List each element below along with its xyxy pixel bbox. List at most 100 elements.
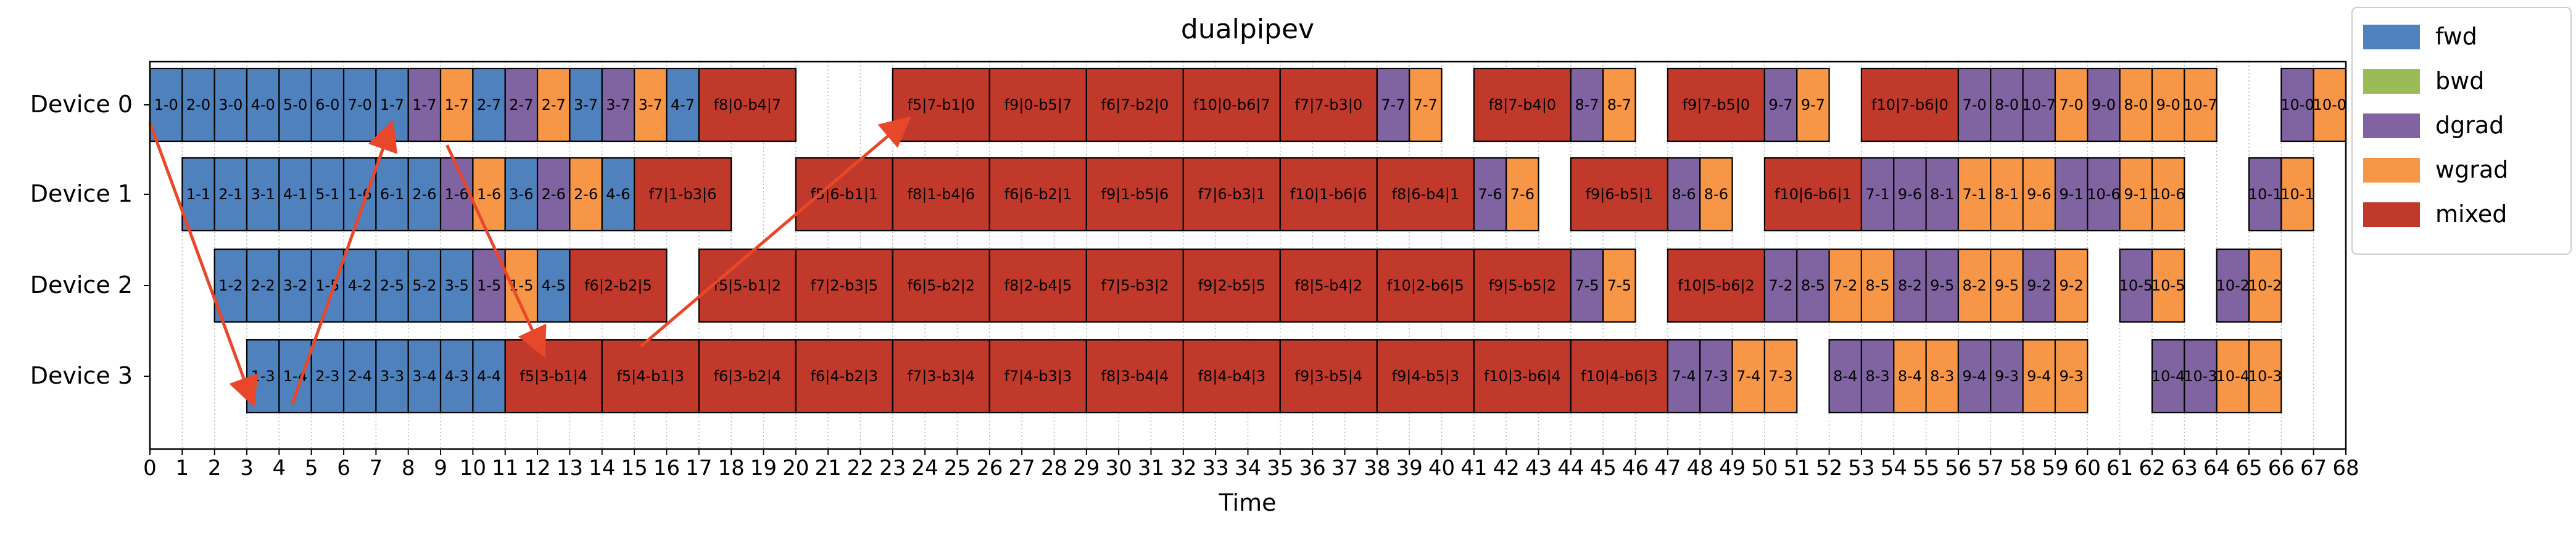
task-label-d2-7: 3-5	[445, 277, 469, 294]
task-label-d1-37: 10-6	[2151, 186, 2185, 203]
task-label-d2-28: 8-2	[1898, 277, 1922, 294]
task-bar-d2-16	[1085, 248, 1184, 323]
x-tick-label-7: 7	[370, 456, 383, 480]
task-bar-d3-30	[2022, 339, 2056, 414]
x-tick-label-41: 41	[1460, 456, 1487, 480]
task-label-d1-34: 9-1	[2060, 186, 2084, 203]
task-bar-d3-15	[1182, 339, 1281, 414]
x-tick-label-9: 9	[434, 456, 447, 480]
dependency-arrow-3	[639, 116, 911, 348]
task-label-d3-0: 1-3	[251, 368, 275, 385]
task-label-d0-11: 2-7	[509, 96, 533, 113]
task-bar-d0-9	[439, 67, 474, 142]
x-tick-label-52: 52	[1816, 456, 1842, 480]
task-bar-d0-33	[1990, 67, 2024, 142]
x-tick-label-60: 60	[2074, 456, 2101, 480]
task-label-d3-3: 2-4	[348, 368, 372, 385]
task-label-d3-35: 10-3	[2248, 368, 2282, 385]
task-label-d3-28: 9-4	[1963, 368, 1987, 385]
task-label-d2-30: 8-2	[1963, 277, 1987, 294]
x-tick-label-22: 22	[847, 456, 874, 480]
x-tick-label-47: 47	[1654, 456, 1681, 480]
task-bar-d2-7	[439, 248, 474, 323]
x-tick-label-43: 43	[1525, 456, 1552, 480]
task-bar-d2-4	[342, 248, 377, 323]
task-bar-d3-28	[1957, 339, 1992, 414]
task-label-d2-29: 9-5	[1930, 277, 1954, 294]
task-bar-d2-14	[892, 248, 990, 323]
x-tick-label-5: 5	[305, 456, 318, 480]
task-bar-d1-21	[1376, 157, 1475, 232]
legend-label-dgrad: dgrad	[2435, 112, 2504, 139]
x-tick-label-46: 46	[1622, 456, 1649, 480]
x-tick-label-56: 56	[1945, 456, 1971, 480]
task-label-d3-25: 8-3	[1865, 368, 1889, 385]
x-tick-label-30: 30	[1106, 456, 1132, 480]
task-bar-d0-28	[1667, 67, 1766, 142]
task-label-d1-29: 9-6	[1898, 186, 1922, 203]
task-bar-d3-22	[1731, 339, 1766, 414]
task-label-d0-15: 3-7	[639, 96, 663, 113]
task-bar-d1-28	[1860, 157, 1895, 232]
task-bar-d0-36	[2087, 67, 2121, 142]
x-tick-label-45: 45	[1590, 456, 1617, 480]
task-label-d0-19: f9|0-b5|7	[1004, 96, 1072, 113]
task-label-d0-1: 2-0	[186, 96, 210, 113]
task-label-d3-12: f7|3-b3|4	[907, 368, 975, 385]
chart-title: dualpipev	[1181, 14, 1314, 45]
task-label-d3-9: f5|4-b1|3	[616, 368, 684, 385]
task-label-d3-7: 4-4	[477, 368, 501, 385]
task-label-d1-26: 8-6	[1704, 186, 1728, 203]
task-bar-d3-17	[1376, 339, 1475, 414]
task-bar-d1-30	[1925, 157, 1960, 232]
task-label-d1-16: f8|1-b4|6	[907, 186, 975, 203]
task-label-d2-33: 9-2	[2060, 277, 2084, 294]
task-label-d2-16: f7|5-b3|2	[1101, 277, 1169, 294]
task-bar-d1-11	[536, 157, 571, 232]
task-label-d1-35: 10-6	[2087, 186, 2120, 203]
task-label-d3-26: 8-4	[1898, 368, 1922, 385]
task-bar-d0-25	[1473, 67, 1572, 142]
task-label-d0-37: 8-0	[2124, 96, 2148, 113]
task-label-d1-23: 7-6	[1510, 186, 1534, 203]
task-label-d3-14: f8|3-b4|4	[1101, 368, 1169, 385]
task-bar-d2-3	[310, 248, 345, 323]
task-label-d3-5: 3-4	[412, 368, 436, 385]
task-bar-d2-22	[1602, 248, 1636, 323]
x-tick-label-29: 29	[1073, 456, 1100, 480]
task-bar-d0-37	[2119, 67, 2153, 142]
task-label-d3-15: f8|4-b4|3	[1198, 368, 1266, 385]
task-label-d1-31: 7-1	[1963, 186, 1987, 203]
task-bar-d0-17	[698, 67, 797, 142]
task-bar-d3-27	[1925, 339, 1960, 414]
task-bar-d0-23	[1376, 67, 1410, 142]
task-label-d3-31: 9-3	[2060, 368, 2084, 385]
task-label-d3-4: 3-3	[380, 368, 404, 385]
x-tick-label-53: 53	[1848, 456, 1874, 480]
x-tick-label-44: 44	[1557, 456, 1584, 480]
task-bar-d2-29	[1925, 248, 1960, 323]
task-label-d2-26: 7-2	[1833, 277, 1857, 294]
x-tick-label-31: 31	[1138, 456, 1164, 480]
task-label-d1-30: 8-1	[1930, 186, 1954, 203]
x-tick-label-32: 32	[1170, 456, 1196, 480]
x-tick-label-57: 57	[1978, 456, 2004, 480]
task-bar-d2-33	[2054, 248, 2089, 323]
task-bar-d0-31	[1860, 67, 1960, 142]
task-label-d1-0: 1-1	[186, 186, 210, 203]
task-bar-d0-19	[988, 67, 1087, 142]
legend-swatch-fwd	[2363, 25, 2420, 49]
task-label-d1-17: f6|6-b2|1	[1004, 186, 1072, 203]
task-label-d0-2: 3-0	[218, 96, 242, 113]
task-bar-d0-41	[2313, 67, 2347, 142]
task-label-d2-34: 10-5	[2119, 277, 2153, 294]
task-label-d2-14: f6|5-b2|2	[907, 277, 975, 294]
x-tick-label-35: 35	[1267, 456, 1293, 480]
task-label-d0-6: 7-0	[348, 96, 372, 113]
task-label-d3-10: f6|3-b2|4	[713, 368, 781, 385]
task-bar-d2-36	[2216, 248, 2250, 323]
task-label-d2-5: 2-5	[380, 277, 404, 294]
task-bar-d2-25	[1796, 248, 1830, 323]
task-label-d1-10: 3-6	[509, 186, 533, 203]
